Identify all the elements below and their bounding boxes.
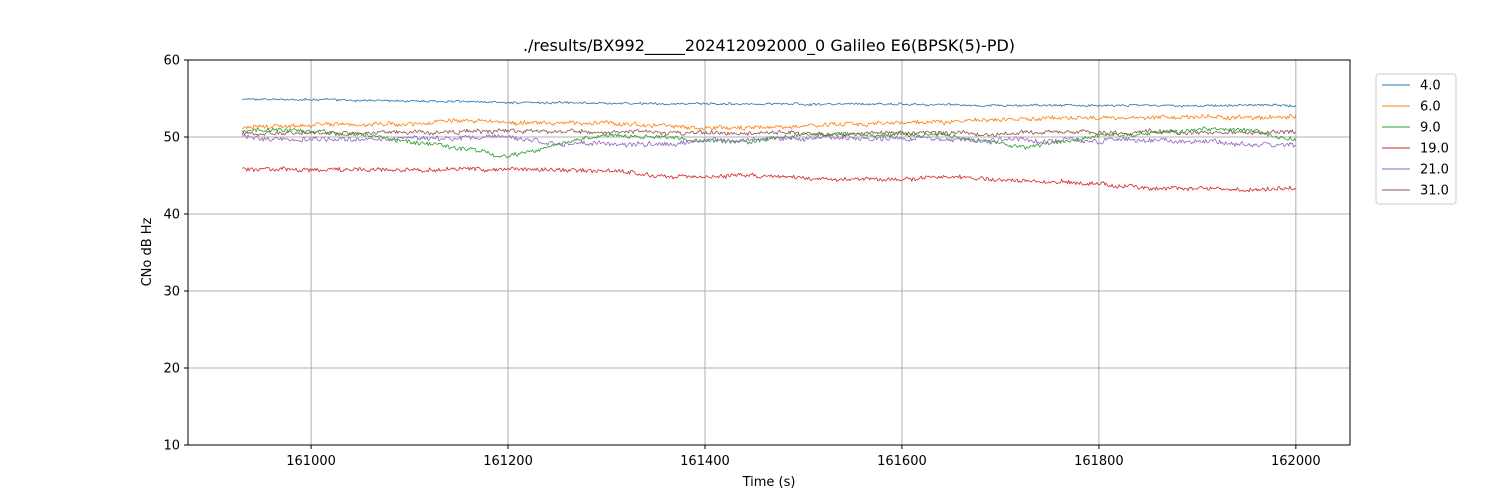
series-line-31-0: [241, 128, 1297, 137]
legend-label: 31.0: [1420, 184, 1449, 199]
x-tick-label: 161600: [877, 454, 927, 469]
series-lines: [241, 97, 1297, 193]
legend-label: 6.0: [1420, 100, 1441, 115]
series-line-19-0: [242, 166, 1297, 193]
legend: 4.0 6.0 9.0 19.0 21.0 31.0: [1375, 73, 1457, 205]
y-tick-label: 20: [163, 362, 180, 377]
x-axis-label: Time (s): [742, 475, 796, 490]
legend-label: 9.0: [1420, 121, 1441, 136]
y-tick-label: 30: [163, 285, 180, 300]
series-line-21-0: [242, 134, 1296, 148]
y-axis-label: CNo dB Hz: [140, 217, 155, 286]
x-tick-label: 161800: [1074, 454, 1124, 469]
legend-label: 4.0: [1420, 79, 1441, 94]
y-tick-label: 50: [163, 131, 180, 146]
legend-label: 21.0: [1420, 163, 1449, 178]
legend-label: 19.0: [1420, 142, 1449, 157]
x-tick-label: 161000: [286, 454, 336, 469]
y-axis-ticks: 10 20 30 40 50 60: [163, 54, 188, 454]
y-tick-label: 10: [163, 439, 180, 454]
x-axis-ticks: 161000 161200 161400 161600 161800 162000: [286, 445, 1321, 469]
y-tick-label: 40: [163, 208, 180, 223]
series-line-6-0: [241, 113, 1297, 131]
series-line-4-0: [241, 97, 1297, 108]
plot-frame: [187, 59, 1351, 446]
x-tick-label: 161400: [680, 454, 730, 469]
x-tick-label: 162000: [1271, 454, 1321, 469]
chart-title: ./results/BX992_____202412092000_0 Galil…: [523, 36, 1015, 56]
x-tick-label: 161200: [483, 454, 533, 469]
y-tick-label: 60: [163, 54, 180, 69]
series-line-9-0: [241, 126, 1297, 159]
